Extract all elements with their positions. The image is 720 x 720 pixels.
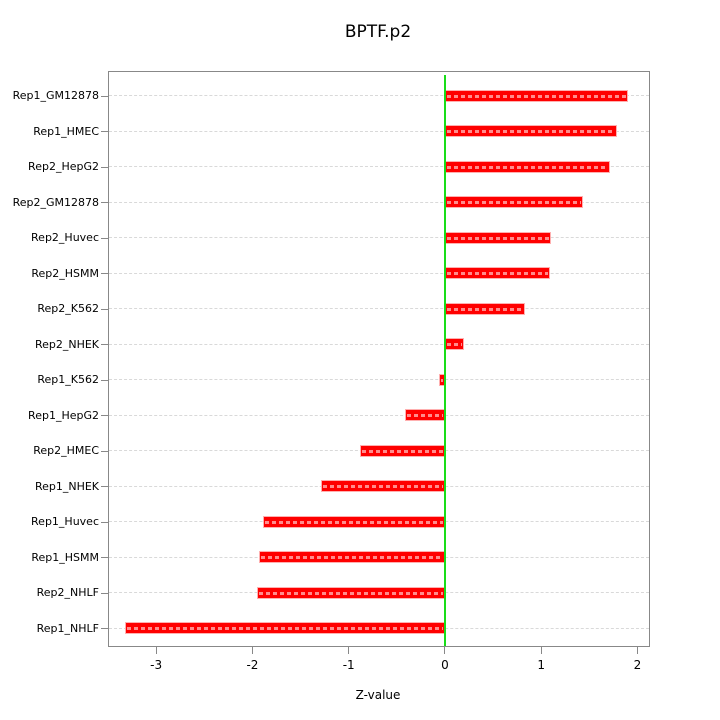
x-axis-tick: [348, 646, 350, 654]
gridline: [109, 414, 649, 416]
x-axis-label: Z-value: [355, 688, 401, 702]
y-axis-category-label: Rep2_HMEC: [33, 444, 99, 458]
bar-dash-overlay: [127, 627, 443, 631]
bar: [444, 231, 551, 244]
y-axis-category-label: Rep2_GM12878: [12, 195, 99, 209]
y-axis-tick: [101, 344, 109, 346]
gridline: [109, 130, 649, 132]
y-axis-category-label: Rep1_HSMM: [31, 550, 99, 564]
plot-panel: Rep1_GM12878 Rep1_HMEC Rep2_HepG2 Rep2_GM12…: [13, 71, 650, 672]
bar-dash-overlay: [322, 485, 443, 489]
bar: [444, 338, 465, 351]
bar: [360, 444, 445, 457]
bar-dash-overlay: [261, 556, 443, 560]
y-axis-tick: [101, 415, 109, 417]
bar: [257, 586, 445, 599]
gridline: [109, 95, 649, 96]
y-axis-tick: [101, 486, 109, 488]
y-axis-category-label: Rep1_Huvec: [31, 515, 99, 529]
bar-dash-overlay: [446, 343, 463, 347]
bar-dash-overlay: [446, 236, 549, 240]
bar: [259, 551, 445, 564]
y-axis-tick: [101, 308, 109, 310]
gridline: [109, 166, 649, 168]
chart-title: BPTF.p2: [344, 22, 412, 42]
bar-dash-overlay: [265, 520, 443, 524]
gridline: [109, 379, 649, 381]
gridline: [109, 308, 649, 310]
y-axis-category-label: Rep2_NHLF: [36, 586, 99, 600]
bar-dash-overlay: [441, 378, 443, 382]
gridline: [109, 237, 649, 239]
bar: [444, 160, 610, 173]
y-axis-tick: [101, 273, 109, 275]
x-axis-tick: [444, 646, 446, 654]
bar-dash-overlay: [446, 307, 523, 311]
x-axis-tick-label: 0: [441, 658, 449, 672]
y-axis-category-label: Rep1_NHEK: [34, 479, 99, 493]
bar: [404, 409, 445, 422]
gridline: [109, 272, 649, 274]
y-axis-tick: [101, 450, 109, 452]
bar-dash-overlay: [362, 449, 443, 453]
y-axis-category-label: Rep1_HMEC: [33, 124, 99, 138]
x-axis-tick-label: -2: [246, 658, 259, 672]
x-axis-tick: [155, 646, 157, 654]
bar-dash-overlay: [406, 414, 443, 418]
y-axis-tick: [101, 202, 109, 204]
x-axis-tick-label: -3: [150, 658, 163, 672]
y-axis-category-label: Rep2_HepG2: [28, 160, 99, 174]
x-axis-tick-label: -1: [342, 658, 355, 672]
y-axis-tick: [101, 557, 109, 559]
y-axis-tick: [101, 95, 109, 97]
x-axis-tick-label: 2: [633, 658, 642, 672]
x-axis-tick: [251, 646, 253, 654]
y-axis-tick: [101, 628, 109, 630]
x-axis-tick: [636, 646, 638, 654]
bar: [444, 267, 550, 280]
y-axis-category-label: Rep2_HSMM: [31, 266, 99, 280]
y-axis-tick: [101, 166, 109, 168]
bar: [320, 480, 445, 493]
gridline: [109, 201, 649, 203]
bar: [444, 125, 618, 138]
zero-reference-line: [443, 75, 446, 646]
bar: [125, 622, 445, 635]
bar-dash-overlay: [446, 130, 616, 134]
bar-dash-overlay: [446, 165, 608, 169]
y-axis-category-label: Rep2_K562: [37, 302, 99, 316]
y-axis-category-label: Rep2_NHEK: [34, 337, 99, 351]
y-axis-category-label: Rep1_HepG2: [28, 408, 99, 422]
bar-dash-overlay: [446, 94, 626, 98]
y-axis-tick: [101, 592, 109, 594]
bar: [444, 302, 525, 315]
y-axis-tick: [101, 521, 109, 523]
x-axis-tick-label: 1: [537, 658, 545, 672]
y-axis-tick: [101, 379, 109, 381]
y-axis-category-label: Rep1_K562: [37, 373, 99, 387]
y-axis-category-label: Rep1_NHLF: [36, 621, 99, 635]
bar-dash-overlay: [446, 201, 581, 205]
y-axis-category-label: Rep1_GM12878: [12, 89, 99, 102]
bar-dash-overlay: [259, 591, 443, 595]
x-axis-tick: [540, 646, 542, 654]
bar: [263, 515, 445, 528]
bar: [444, 196, 583, 209]
bar-dash-overlay: [446, 272, 548, 276]
bar: [444, 89, 628, 102]
y-axis-tick: [101, 237, 109, 239]
y-axis-tick: [101, 131, 109, 133]
y-axis-category-label: Rep2_Huvec: [31, 231, 99, 245]
gridline: [109, 343, 649, 345]
